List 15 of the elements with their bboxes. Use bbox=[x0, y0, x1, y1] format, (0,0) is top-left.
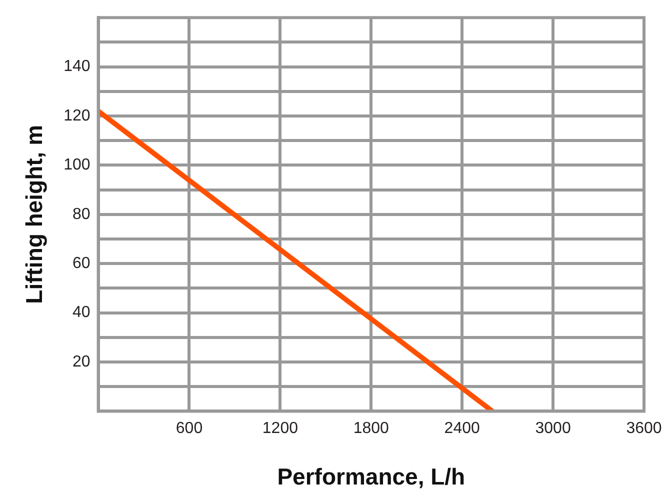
x-tick-label: 1800 bbox=[353, 420, 390, 438]
x-tick-label: 3000 bbox=[535, 420, 571, 438]
y-tick-label: 40 bbox=[72, 304, 90, 322]
y-axis-title: Lifting height, m bbox=[21, 124, 48, 304]
y-tick-label: 120 bbox=[64, 107, 90, 124]
x-tick-label: 3600 bbox=[626, 420, 662, 438]
y-tick-label: 80 bbox=[72, 206, 90, 223]
x-tick-label: 1200 bbox=[262, 420, 298, 438]
x-axis-title: Performance, L/h bbox=[277, 464, 466, 490]
y-tick-label: 140 bbox=[64, 58, 90, 76]
x-tick-label: 2400 bbox=[444, 420, 480, 438]
y-tick-label: 20 bbox=[72, 353, 90, 370]
x-tick-label: 600 bbox=[176, 420, 203, 438]
y-tick-label: 100 bbox=[64, 156, 90, 174]
y-tick-label: 60 bbox=[72, 255, 90, 272]
